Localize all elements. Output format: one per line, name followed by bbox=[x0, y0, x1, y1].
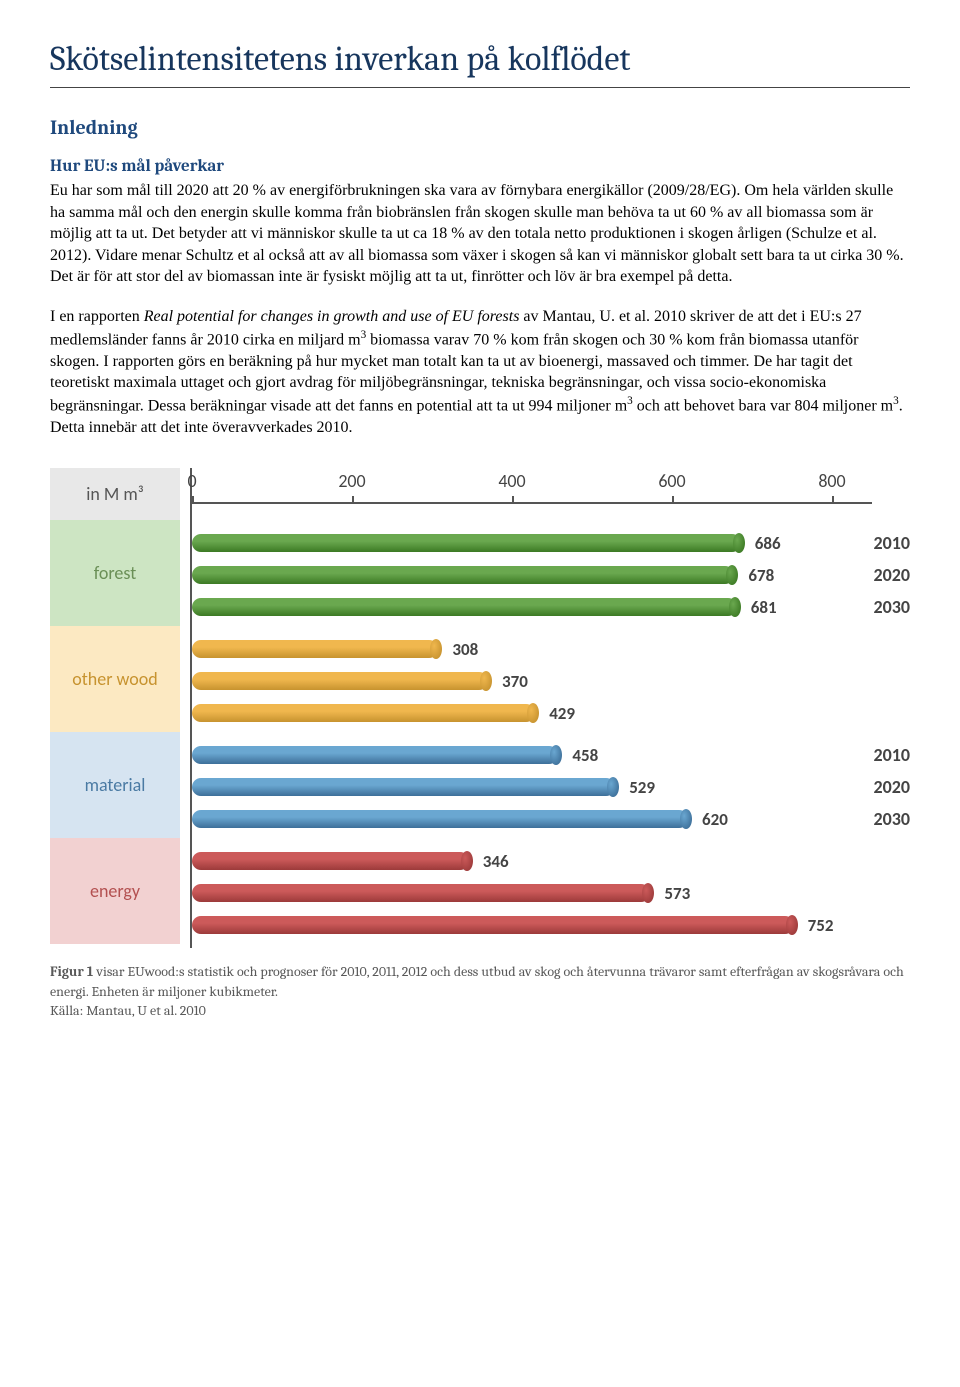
caption-source-pre: Källa: bbox=[50, 1002, 86, 1019]
para2-italic: Real potential for changes in growth and… bbox=[144, 308, 520, 325]
chart-plot-area: 0200400600800686678681308370429458529620… bbox=[190, 468, 832, 948]
x-tick-mark bbox=[192, 496, 194, 504]
chart-bar: 346 bbox=[192, 852, 469, 870]
chart-bar: 429 bbox=[192, 704, 535, 722]
chart-bar: 573 bbox=[192, 884, 650, 902]
bar-value-label: 678 bbox=[748, 565, 774, 586]
chart-unit-label: in M m³ bbox=[50, 468, 180, 520]
category-box: other wood bbox=[50, 626, 180, 732]
bar-value-label: 346 bbox=[483, 851, 509, 872]
x-tick-label: 200 bbox=[338, 470, 365, 492]
chart-bar: 686 bbox=[192, 534, 741, 552]
year-label: 2020 bbox=[874, 776, 911, 798]
chart-bar: 752 bbox=[192, 916, 794, 934]
chart-figure: in M m³ 0 200 400 600 800 686 678 681 308 370 429 45… bbox=[50, 468, 910, 948]
caption-source: Mantau, U et al. 2010 bbox=[86, 1002, 206, 1019]
caption-text: visar EUwood:s statistik och prognoser f… bbox=[50, 963, 904, 1000]
year-label: 2030 bbox=[874, 596, 911, 618]
bar-value-label: 620 bbox=[702, 809, 728, 830]
figure-caption: Figur 1 visar EUwood:s statistik och pro… bbox=[50, 962, 910, 1021]
paragraph-1: Eu har som mål till 2020 att 20 % av ene… bbox=[50, 180, 910, 288]
bar-value-label: 529 bbox=[629, 777, 655, 798]
x-tick-label: 600 bbox=[658, 470, 685, 492]
x-tick-label: 800 bbox=[818, 470, 845, 492]
paragraph-2: I en rapporten Real potential for change… bbox=[50, 306, 910, 438]
x-tick-mark bbox=[352, 496, 354, 504]
x-tick-mark bbox=[672, 496, 674, 504]
x-axis-line bbox=[190, 502, 872, 504]
title-rule bbox=[50, 87, 910, 88]
year-label: 2010 bbox=[874, 744, 911, 766]
year-label: 2020 bbox=[874, 564, 911, 586]
category-box: forest bbox=[50, 520, 180, 626]
page-title: Skötselintensitetens inverkan på kolflöd… bbox=[50, 40, 910, 79]
bar-value-label: 686 bbox=[755, 533, 781, 554]
bar-value-label: 573 bbox=[664, 883, 690, 904]
chart-bar: 370 bbox=[192, 672, 488, 690]
bar-value-label: 458 bbox=[572, 745, 598, 766]
year-label: 2030 bbox=[874, 808, 911, 830]
section-heading: Inledning bbox=[50, 116, 910, 139]
subsection-heading: Hur EU:s mål påverkar bbox=[50, 157, 910, 176]
x-tick-label: 400 bbox=[498, 470, 525, 492]
chart-bar: 620 bbox=[192, 810, 688, 828]
caption-label: Figur 1 bbox=[50, 963, 93, 980]
chart-bar: 529 bbox=[192, 778, 615, 796]
chart-bar: 308 bbox=[192, 640, 438, 658]
year-label: 2010 bbox=[874, 532, 911, 554]
chart-bar: 458 bbox=[192, 746, 558, 764]
x-tick-label: 0 bbox=[187, 470, 196, 492]
para2-post3: och att behovet bara var 804 miljoner m bbox=[633, 397, 893, 414]
x-tick-mark bbox=[832, 496, 834, 504]
bar-value-label: 370 bbox=[502, 671, 528, 692]
para2-pre: I en rapporten bbox=[50, 308, 144, 325]
bar-value-label: 681 bbox=[751, 597, 777, 618]
chart-bar: 681 bbox=[192, 598, 737, 616]
category-box: energy bbox=[50, 838, 180, 944]
bar-value-label: 308 bbox=[452, 639, 478, 660]
bar-value-label: 429 bbox=[549, 703, 575, 724]
category-box: material bbox=[50, 732, 180, 838]
chart-bar: 678 bbox=[192, 566, 734, 584]
x-tick-mark bbox=[512, 496, 514, 504]
bar-value-label: 752 bbox=[808, 915, 834, 936]
